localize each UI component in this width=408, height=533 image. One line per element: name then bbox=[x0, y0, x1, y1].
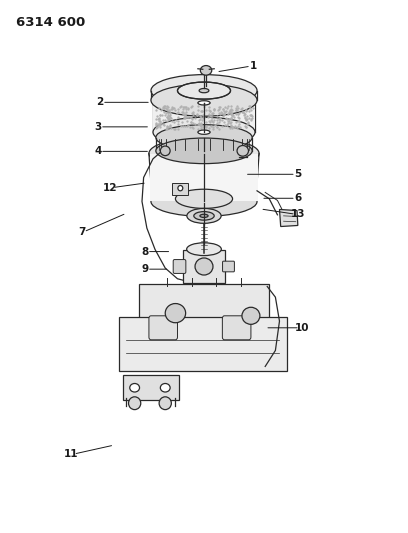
Ellipse shape bbox=[153, 117, 255, 147]
Text: 13: 13 bbox=[290, 209, 305, 219]
Ellipse shape bbox=[151, 75, 257, 107]
Ellipse shape bbox=[198, 101, 210, 105]
Ellipse shape bbox=[149, 138, 259, 169]
Ellipse shape bbox=[186, 243, 222, 256]
Text: 11: 11 bbox=[64, 449, 79, 459]
FancyBboxPatch shape bbox=[183, 250, 225, 284]
Ellipse shape bbox=[151, 187, 257, 216]
Ellipse shape bbox=[178, 185, 183, 191]
Ellipse shape bbox=[160, 146, 170, 156]
FancyBboxPatch shape bbox=[123, 376, 179, 400]
Ellipse shape bbox=[129, 397, 141, 410]
Text: 3: 3 bbox=[94, 122, 102, 132]
Ellipse shape bbox=[165, 304, 186, 323]
Text: 12: 12 bbox=[103, 183, 118, 192]
Bar bbox=[150, 154, 258, 201]
Ellipse shape bbox=[153, 88, 255, 118]
FancyBboxPatch shape bbox=[149, 316, 177, 340]
Text: 10: 10 bbox=[295, 323, 309, 333]
Text: 8: 8 bbox=[141, 247, 149, 256]
FancyBboxPatch shape bbox=[119, 317, 287, 371]
Ellipse shape bbox=[237, 146, 248, 156]
FancyBboxPatch shape bbox=[223, 261, 234, 272]
Ellipse shape bbox=[159, 397, 171, 410]
Ellipse shape bbox=[156, 138, 252, 164]
Ellipse shape bbox=[195, 258, 213, 275]
Text: 5: 5 bbox=[294, 169, 302, 179]
Ellipse shape bbox=[199, 88, 209, 93]
Text: 6314 600: 6314 600 bbox=[16, 16, 86, 29]
FancyBboxPatch shape bbox=[139, 284, 269, 324]
FancyBboxPatch shape bbox=[173, 260, 186, 273]
Text: 4: 4 bbox=[94, 147, 102, 156]
Text: 9: 9 bbox=[141, 264, 149, 274]
Ellipse shape bbox=[175, 189, 233, 208]
Ellipse shape bbox=[200, 214, 208, 217]
Ellipse shape bbox=[156, 125, 252, 150]
Text: 2: 2 bbox=[96, 98, 104, 107]
Ellipse shape bbox=[177, 82, 231, 99]
Ellipse shape bbox=[200, 66, 212, 75]
FancyBboxPatch shape bbox=[222, 316, 251, 340]
Ellipse shape bbox=[160, 384, 170, 392]
Bar bbox=[153, 103, 255, 132]
FancyBboxPatch shape bbox=[172, 183, 188, 195]
Polygon shape bbox=[279, 209, 298, 227]
Ellipse shape bbox=[130, 384, 140, 392]
Text: 1: 1 bbox=[249, 61, 257, 71]
Ellipse shape bbox=[151, 84, 257, 116]
Ellipse shape bbox=[242, 308, 260, 325]
Text: 7: 7 bbox=[78, 227, 85, 237]
Ellipse shape bbox=[187, 208, 221, 223]
Ellipse shape bbox=[194, 212, 214, 220]
Ellipse shape bbox=[198, 130, 210, 134]
Text: 6: 6 bbox=[294, 193, 302, 203]
